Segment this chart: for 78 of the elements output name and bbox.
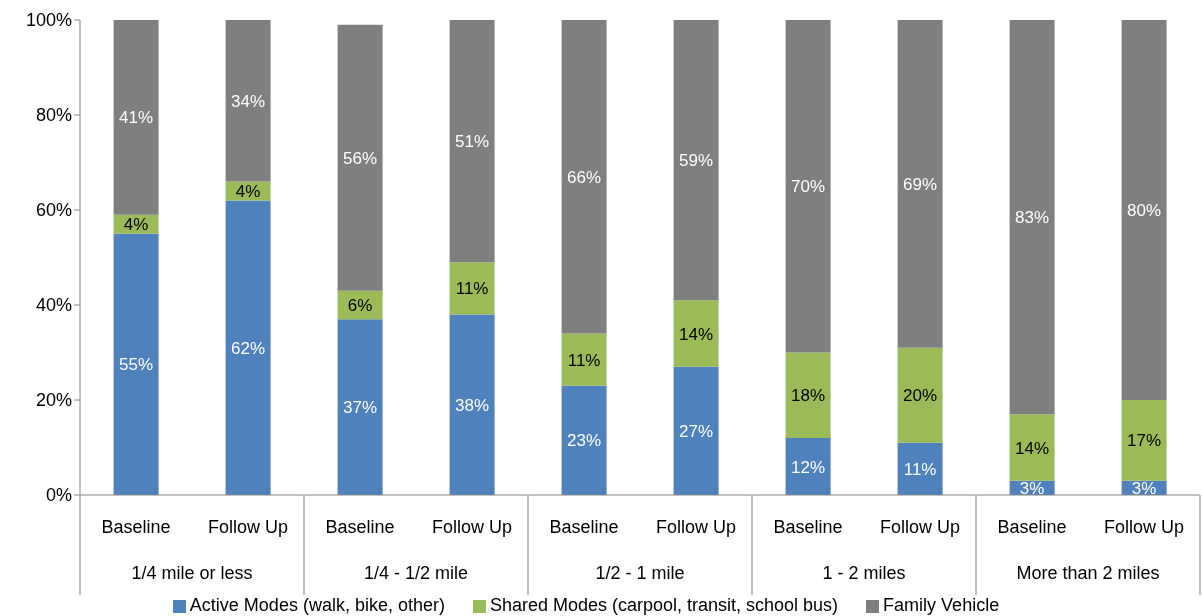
data-label: 59% xyxy=(679,151,714,171)
x-tick-label: Follow Up xyxy=(879,517,961,537)
bar xyxy=(897,347,943,443)
bar xyxy=(673,20,719,301)
bar xyxy=(785,20,831,353)
y-tick-label: 0% xyxy=(45,485,72,506)
bar xyxy=(113,233,159,495)
bar xyxy=(785,438,831,495)
bar xyxy=(225,20,271,182)
bar xyxy=(1009,414,1055,481)
data-label: 11% xyxy=(567,350,601,370)
x-tick-label: Baseline xyxy=(325,517,395,537)
bar xyxy=(449,314,495,495)
data-label: 51% xyxy=(455,132,490,152)
data-label: 14% xyxy=(679,324,714,344)
data-label: 17% xyxy=(1127,431,1162,451)
x-tick-label: Baseline xyxy=(997,517,1067,537)
data-label: 11% xyxy=(455,279,489,299)
x-tick-label: Follow Up xyxy=(207,517,289,537)
data-label: 12% xyxy=(791,457,826,477)
data-label: 41% xyxy=(119,108,154,128)
data-label: 20% xyxy=(903,386,938,406)
text: 1/4 - 1/2 mile xyxy=(363,563,469,583)
data-label: 3% xyxy=(1019,478,1045,498)
bar xyxy=(337,24,383,291)
legend-label: Active Modes (walk, bike, other) xyxy=(189,595,445,615)
data-label: 34% xyxy=(231,91,266,111)
data-label: 37% xyxy=(343,398,378,418)
bar xyxy=(897,20,943,348)
bar xyxy=(449,20,495,263)
y-tick-label: 60% xyxy=(35,200,72,221)
bar xyxy=(449,262,495,315)
data-label: 14% xyxy=(1015,438,1050,458)
bar xyxy=(1009,20,1055,415)
data-label: 80% xyxy=(1127,201,1162,221)
x-tick-label: Baseline xyxy=(773,517,843,537)
x-tick-label: Baseline xyxy=(549,517,619,537)
data-label: 3% xyxy=(1131,478,1157,498)
text: 1/4 mile or less xyxy=(131,563,253,583)
bar xyxy=(673,366,719,495)
y-tick-label: 40% xyxy=(35,295,72,316)
bar xyxy=(561,20,607,334)
y-tick-label: 20% xyxy=(35,390,72,411)
data-label: 56% xyxy=(343,148,378,168)
bar xyxy=(561,333,607,386)
legend-label: Shared Modes (carpool, transit, school bus) xyxy=(489,595,839,615)
bar xyxy=(673,300,719,367)
bar xyxy=(225,200,271,495)
text: 1/2 - 1 mile xyxy=(595,563,685,583)
data-label: 4% xyxy=(123,215,149,235)
x-tick-label: Baseline xyxy=(101,517,171,537)
bar xyxy=(337,319,383,495)
data-label: 11% xyxy=(903,459,937,479)
y-tick-label: 80% xyxy=(35,105,72,126)
data-label: 70% xyxy=(791,177,826,197)
bar xyxy=(561,385,607,495)
data-label: 69% xyxy=(903,174,938,194)
data-label: 18% xyxy=(791,386,826,406)
data-label: 62% xyxy=(231,338,266,358)
data-label: 55% xyxy=(119,355,154,375)
data-label: 6% xyxy=(347,296,373,316)
bar xyxy=(785,352,831,438)
bar xyxy=(113,20,159,215)
data-label: 83% xyxy=(1015,208,1050,228)
data-label: 4% xyxy=(235,182,261,202)
data-label: 38% xyxy=(455,395,490,415)
text: 1 - 2 miles xyxy=(822,563,906,583)
text: More than 2 miles xyxy=(1016,563,1160,583)
legend-label: Family Vehicle xyxy=(883,595,1000,615)
y-tick-label: 100% xyxy=(25,10,72,31)
bar xyxy=(1121,20,1167,400)
x-tick-label: Follow Up xyxy=(431,517,513,537)
x-tick-label: Follow Up xyxy=(1103,517,1185,537)
bar xyxy=(1121,400,1167,481)
x-tick-label: Follow Up xyxy=(655,517,737,537)
data-label: 66% xyxy=(567,167,602,187)
data-label: 27% xyxy=(679,421,714,441)
data-label: 23% xyxy=(567,431,602,451)
